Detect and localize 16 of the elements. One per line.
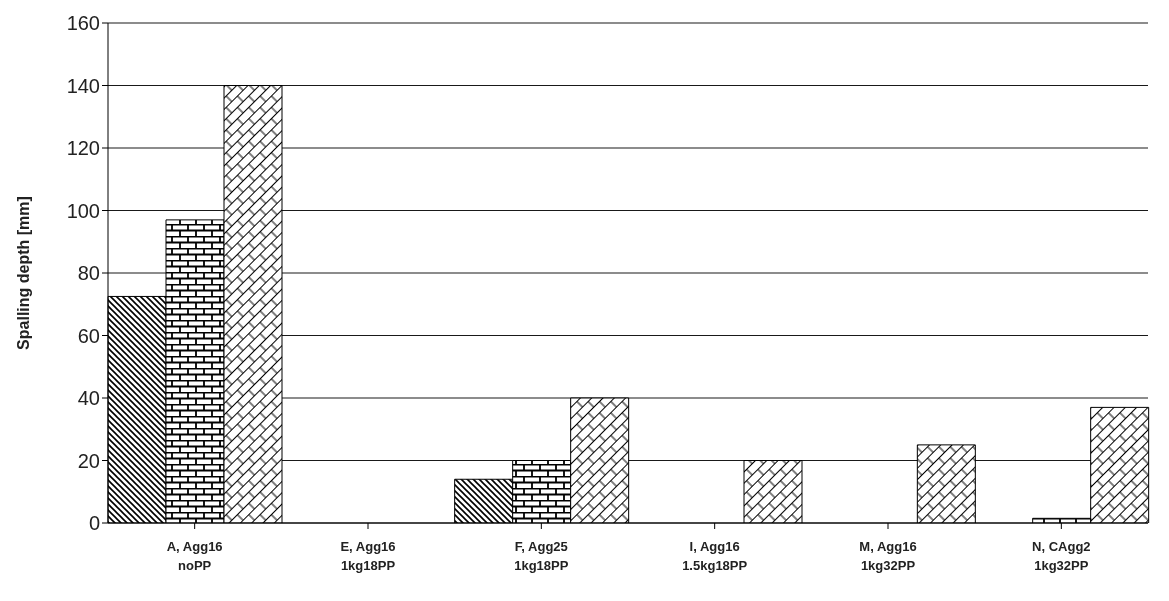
x-tick-label: N, CAgg2 1kg32PP: [1032, 539, 1091, 573]
x-tick-label: A, Agg16 noPP: [166, 539, 223, 573]
y-tick-label: 60: [77, 324, 100, 347]
y-tick-label: 20: [77, 449, 100, 472]
y-tick-label: 80: [77, 262, 100, 285]
y-tick-label: 40: [77, 387, 100, 410]
x-tick-label: I, Agg16 1.5kg18PP: [682, 539, 748, 573]
y-tick-label: 160: [66, 12, 100, 35]
y-tick-label: 120: [66, 137, 100, 160]
y-axis-title: Spalling depth [mm]: [14, 196, 32, 350]
x-tick-label: E, Agg16 1kg18PP: [340, 539, 396, 573]
y-tick-label: 100: [66, 199, 100, 222]
x-tick-label: M, Agg16 1kg32PP: [859, 539, 917, 573]
x-tick-label: F, Agg25 1kg18PP: [514, 539, 569, 573]
y-tick-label: 0: [88, 512, 100, 535]
y-tick-label: 140: [66, 74, 100, 97]
